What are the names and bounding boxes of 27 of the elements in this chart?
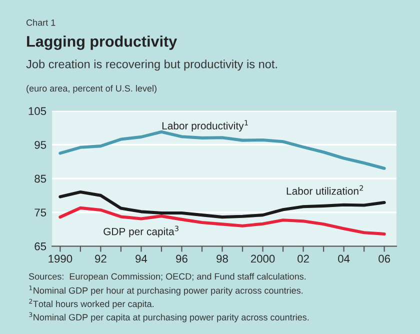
caption: Chart 1 xyxy=(26,19,56,26)
text: $^{1}$Nominal GDP per hour at purchasing power parity across countries. xyxy=(29,286,303,296)
x-tick-label: 98 xyxy=(216,254,228,263)
x-tick-label: 02 xyxy=(298,254,309,263)
chart-subtitle: Job creation is recovering but productivity is not. xyxy=(26,60,277,71)
x-tick-label: 2000 xyxy=(250,254,275,263)
text: $^{2}$Total hours worked per capita. xyxy=(29,298,154,309)
chart-title: Lagging productivity xyxy=(27,36,178,50)
series-label: Labor utilization$^{2}$ xyxy=(286,185,364,195)
text: $^{3}$Nominal GDP per capita at purchasing power parity across countries. xyxy=(29,312,309,322)
y-tick-label: 85 xyxy=(34,174,46,183)
x-tick-label: 94 xyxy=(136,254,148,263)
series-label: GDP per capita$^{3}$ xyxy=(104,226,178,238)
x-tick-label: 04 xyxy=(338,254,350,263)
y-tick-label: 75 xyxy=(34,208,46,216)
x-tick-label: 06 xyxy=(378,254,390,263)
x-tick-label: 96 xyxy=(176,254,188,263)
y-tick-label: 95 xyxy=(34,140,46,149)
x-tick-label: 1990 xyxy=(48,254,72,263)
source-note: Sources: European Commission; OECD; and Fund staff calculations. xyxy=(28,273,306,282)
line-series xyxy=(58,206,386,236)
y-tick-label: 65 xyxy=(34,242,46,250)
y-axis-title: (euro area, percent of U.S. level) xyxy=(26,84,156,94)
series-label: Labor productivity$^{1}$ xyxy=(162,120,248,132)
line-series xyxy=(58,130,386,170)
x-tick-label: 92 xyxy=(95,254,106,263)
y-tick-label: 105 xyxy=(28,107,46,116)
